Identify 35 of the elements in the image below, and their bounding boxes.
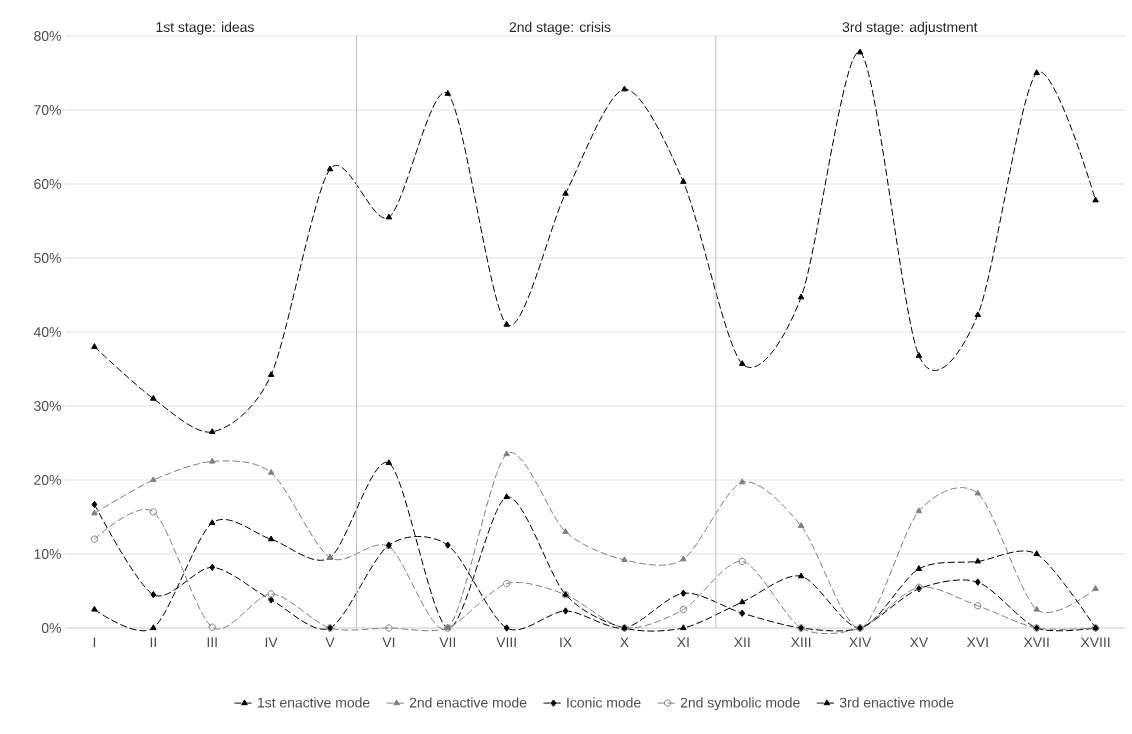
- y-tick-label: 20%: [34, 475, 61, 485]
- x-tick-label: XII: [734, 637, 750, 648]
- x-tick-label: VII: [439, 637, 456, 648]
- x-tick-label: XVIII: [1080, 637, 1110, 648]
- y-tick-label: 50%: [34, 253, 61, 263]
- legend-label: 1st enactive mode: [258, 697, 370, 708]
- x-tick-label: II: [150, 637, 156, 648]
- y-tick-label: 40%: [33, 327, 61, 337]
- y-tick-label: 70%: [34, 105, 61, 115]
- y-tick-label: 10%: [34, 549, 61, 559]
- x-tick-label: XIV: [849, 637, 872, 648]
- legend-label: Iconic mode: [567, 697, 641, 708]
- text: 3rd stage: adjustment: [842, 21, 978, 35]
- x-tick-label: I: [93, 637, 96, 648]
- legend-label: 2nd enactive mode: [409, 697, 527, 708]
- y-tick-label: 30%: [34, 401, 61, 411]
- x-tick-label: XI: [677, 637, 689, 648]
- text: 2nd stage: crisis: [509, 21, 611, 35]
- legend-label: 3rd enactive mode: [839, 697, 954, 708]
- x-tick-label: V: [325, 637, 335, 648]
- x-tick-label: III: [207, 637, 217, 648]
- x-tick-label: IV: [265, 637, 278, 648]
- x-tick-label: IX: [560, 637, 572, 648]
- legend-label: 2nd symbolic mode: [680, 697, 800, 711]
- y-tick-label: 80%: [34, 31, 61, 41]
- x-tick-label: XV: [909, 637, 929, 648]
- y-tick-label: 0%: [41, 623, 61, 633]
- x-tick-label: XVII: [1023, 637, 1049, 648]
- x-tick-label: VIII: [496, 637, 516, 648]
- x-tick-label: XVI: [966, 637, 988, 648]
- x-tick-label: X: [620, 637, 629, 648]
- text: 1st stage: ideas: [156, 21, 254, 35]
- x-tick-label: XIII: [790, 637, 811, 648]
- y-tick-label: 60%: [34, 179, 61, 189]
- x-tick-label: VI: [382, 637, 395, 648]
